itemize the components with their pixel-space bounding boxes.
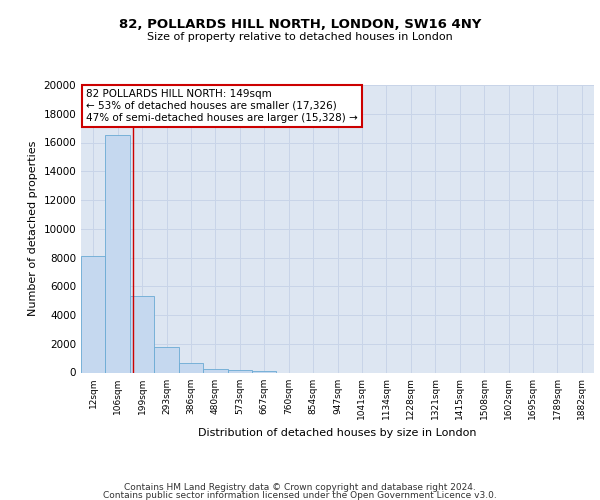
Bar: [179, 362, 203, 372]
Text: 82 POLLARDS HILL NORTH: 149sqm
← 53% of detached houses are smaller (17,326)
47%: 82 POLLARDS HILL NORTH: 149sqm ← 53% of …: [86, 90, 358, 122]
Bar: [252, 371, 277, 372]
Text: Contains public sector information licensed under the Open Government Licence v3: Contains public sector information licen…: [103, 491, 497, 500]
X-axis label: Distribution of detached houses by size in London: Distribution of detached houses by size …: [198, 428, 477, 438]
Text: 82, POLLARDS HILL NORTH, LONDON, SW16 4NY: 82, POLLARDS HILL NORTH, LONDON, SW16 4N…: [119, 18, 481, 30]
Bar: [81, 256, 106, 372]
Text: Size of property relative to detached houses in London: Size of property relative to detached ho…: [147, 32, 453, 42]
Bar: [130, 296, 154, 372]
Bar: [154, 348, 179, 372]
Bar: [106, 136, 130, 372]
Bar: [203, 368, 227, 372]
Text: Contains HM Land Registry data © Crown copyright and database right 2024.: Contains HM Land Registry data © Crown c…: [124, 484, 476, 492]
Y-axis label: Number of detached properties: Number of detached properties: [28, 141, 38, 316]
Bar: [227, 370, 252, 372]
